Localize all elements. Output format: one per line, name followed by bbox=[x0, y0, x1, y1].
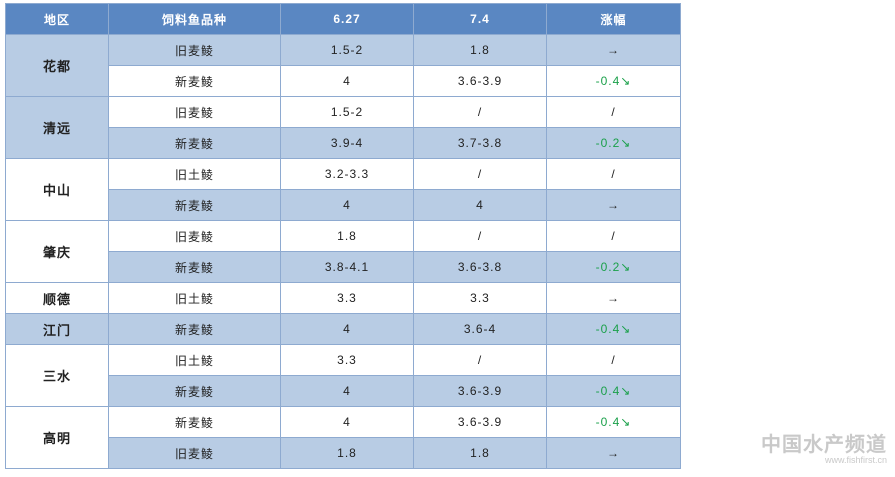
table-row: 中山 旧土鲮 3.2-3.3// bbox=[5, 158, 681, 221]
header-cell: 涨幅 bbox=[546, 3, 681, 35]
price-627-cell: 4 bbox=[280, 65, 414, 97]
change-cell: → bbox=[546, 437, 681, 469]
variety-cell: 新麦鲮 bbox=[108, 65, 281, 97]
price-627-cell: 3.9-4 bbox=[280, 127, 414, 159]
region-cell: 清远 bbox=[5, 96, 109, 159]
price-table: 地区 饲料鱼品种 6.27 7.4 涨幅 花都 旧麦鲮 1.5-2 1.8 → 新麦鲮 4 3.6-3… bbox=[5, 3, 681, 469]
price-74-cell: 4 bbox=[413, 189, 547, 221]
table-row: 三水 旧土鲮 3.3// bbox=[5, 344, 681, 407]
price-627-cell: 3.8-4.1 bbox=[280, 251, 414, 283]
price-74-cell: / bbox=[413, 158, 547, 190]
price-74-cell: 3.7-3.8 bbox=[413, 127, 547, 159]
change-cell: / bbox=[546, 158, 681, 190]
header-cell: 6.27 bbox=[280, 3, 414, 35]
table-row: 高明 新麦鲮 4 3.6-3.9 -0.4↘ bbox=[5, 406, 681, 469]
price-74-cell: / bbox=[413, 344, 547, 376]
table-row: 新麦鲮 4 3.6-3.9 -0.4↘ bbox=[6, 375, 681, 407]
price-74-cell: 3.6-3.9 bbox=[413, 65, 547, 97]
price-627-cell: 4 bbox=[280, 313, 414, 345]
price-627-cell: 1.5-2 bbox=[280, 96, 414, 128]
change-cell: -0.2↘ bbox=[546, 251, 681, 283]
variety-cell: 新麦鲮 bbox=[108, 127, 281, 159]
price-627-cell: 1.8 bbox=[280, 220, 414, 252]
variety-cell: 旧土鲮 bbox=[108, 158, 281, 190]
table-row: 顺德 旧土鲮 3.3 3.3 → bbox=[5, 282, 681, 314]
price-627-cell: 3.2-3.3 bbox=[280, 158, 414, 190]
variety-cell: 新麦鲮 bbox=[108, 251, 281, 283]
change-cell: → bbox=[546, 189, 681, 221]
change-cell: -0.4↘ bbox=[546, 375, 681, 407]
price-74-cell: 3.6-3.9 bbox=[413, 406, 547, 438]
region-cell: 高明 bbox=[5, 406, 109, 469]
header-row: 地区 饲料鱼品种 6.27 7.4 涨幅 bbox=[5, 3, 681, 35]
table-row: 江门 新麦鲮 4 3.6-4 -0.4↘ bbox=[5, 313, 681, 345]
region-cell: 中山 bbox=[5, 158, 109, 221]
change-cell: -0.4↘ bbox=[546, 406, 681, 438]
change-cell: -0.4↘ bbox=[546, 313, 681, 345]
variety-cell: 旧麦鲮 bbox=[108, 96, 281, 128]
change-cell: → bbox=[546, 34, 681, 66]
price-74-cell: 1.8 bbox=[413, 34, 547, 66]
table-body: 花都 旧麦鲮 1.5-2 1.8 → 新麦鲮 4 3.6-3.9 -0.4↘ 清远 旧麦鲮 1.5-2… bbox=[5, 34, 681, 469]
price-74-cell: / bbox=[413, 220, 547, 252]
watermark: 中国水产频道 www.fishfirst.cn bbox=[761, 428, 887, 465]
variety-cell: 旧土鲮 bbox=[108, 344, 281, 376]
header-cell: 地区 bbox=[5, 3, 109, 35]
price-74-cell: 3.3 bbox=[413, 282, 547, 314]
price-74-cell: 1.8 bbox=[413, 437, 547, 469]
change-cell: → bbox=[546, 282, 681, 314]
price-627-cell: 1.8 bbox=[280, 437, 414, 469]
price-74-cell: 3.6-4 bbox=[413, 313, 547, 345]
region-cell: 肇庆 bbox=[5, 220, 109, 283]
table-row: 旧麦鲮 1.8 1.8 → bbox=[6, 437, 681, 469]
variety-cell: 新麦鲮 bbox=[108, 406, 281, 438]
region-cell: 花都 bbox=[5, 34, 109, 97]
change-cell: / bbox=[546, 96, 681, 128]
price-627-cell: 3.3 bbox=[280, 344, 414, 376]
watermark-title: 中国水产频道 bbox=[761, 434, 887, 456]
price-627-cell: 4 bbox=[280, 375, 414, 407]
change-cell: -0.2↘ bbox=[546, 127, 681, 159]
table-row: 新麦鲮 3.9-4 3.7-3.8 -0.2↘ bbox=[6, 127, 681, 159]
variety-cell: 新麦鲮 bbox=[108, 313, 281, 345]
change-cell: / bbox=[546, 344, 681, 376]
region-cell: 江门 bbox=[5, 313, 109, 345]
price-627-cell: 3.3 bbox=[280, 282, 414, 314]
change-cell: / bbox=[546, 220, 681, 252]
table-row: 新麦鲮 4 3.6-3.9 -0.4↘ bbox=[6, 65, 681, 97]
price-627-cell: 4 bbox=[280, 189, 414, 221]
price-627-cell: 1.5-2 bbox=[280, 34, 414, 66]
table-row: 花都 旧麦鲮 1.5-2 1.8 → bbox=[5, 34, 681, 97]
watermark-url: www.fishfirst.cn bbox=[824, 455, 887, 465]
price-74-cell: 3.6-3.8 bbox=[413, 251, 547, 283]
variety-cell: 新麦鲮 bbox=[108, 189, 281, 221]
variety-cell: 旧麦鲮 bbox=[108, 220, 281, 252]
table-row: 新麦鲮 3.8-4.1 3.6-3.8 -0.2↘ bbox=[6, 251, 681, 283]
variety-cell: 新麦鲮 bbox=[108, 375, 281, 407]
table-row: 肇庆 旧麦鲮 1.8// bbox=[5, 220, 681, 283]
variety-cell: 旧麦鲮 bbox=[108, 437, 281, 469]
header-cell: 饲料鱼品种 bbox=[108, 3, 281, 35]
variety-cell: 旧麦鲮 bbox=[108, 34, 281, 66]
region-cell: 顺德 bbox=[5, 282, 109, 314]
price-74-cell: / bbox=[413, 96, 547, 128]
change-cell: -0.4↘ bbox=[546, 65, 681, 97]
header-cell: 7.4 bbox=[413, 3, 547, 35]
table-row: 清远 旧麦鲮 1.5-2// bbox=[5, 96, 681, 159]
region-cell: 三水 bbox=[5, 344, 109, 407]
price-627-cell: 4 bbox=[280, 406, 414, 438]
variety-cell: 旧土鲮 bbox=[108, 282, 281, 314]
price-74-cell: 3.6-3.9 bbox=[413, 375, 547, 407]
